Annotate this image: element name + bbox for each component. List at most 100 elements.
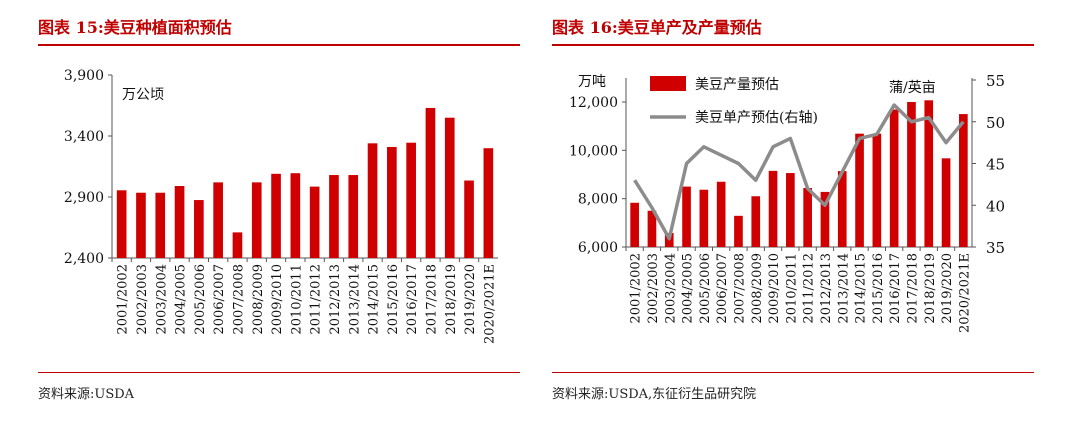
x-tick-label: 2015/2016	[871, 253, 886, 324]
x-tick-label: 2008/2009	[251, 264, 266, 335]
bar	[290, 173, 301, 258]
bar	[425, 107, 436, 258]
bar	[309, 186, 320, 258]
y-tick-label: 2,900	[64, 190, 104, 206]
production-bar	[768, 170, 778, 247]
x-tick-label: 2002/2003	[135, 264, 150, 335]
x-tick-label: 2006/2007	[715, 253, 730, 324]
production-bar	[889, 109, 899, 247]
x-tick-label: 2003/2004	[154, 264, 169, 335]
unit-label: 万公顷	[122, 87, 164, 103]
x-tick-label: 2009/2010	[767, 253, 782, 324]
production-bar	[872, 133, 882, 247]
production-bar	[699, 189, 709, 247]
bar	[174, 186, 185, 258]
title-rule	[552, 44, 1034, 46]
x-tick-label: 2003/2004	[663, 253, 678, 324]
figure-title: 图表 16:美豆单产及产量预估	[552, 18, 762, 37]
source-note: 资料来源:USDA,东征衍生品研究院	[552, 387, 757, 402]
figure-title: 图表 15:美豆种植面积预估	[38, 18, 232, 37]
production-bar	[924, 100, 934, 247]
source-note: 资料来源:USDA	[38, 387, 135, 402]
production-bar	[716, 181, 726, 247]
right-y-tick-label: 40	[986, 197, 1005, 215]
x-tick-label: 2007/2008	[732, 253, 747, 324]
y-tick-label: 2,400	[64, 251, 104, 267]
bar	[444, 117, 455, 258]
production-bar	[630, 202, 639, 247]
x-tick-label: 2012/2013	[819, 253, 834, 324]
production-bar	[751, 196, 761, 247]
production-bar	[647, 210, 657, 247]
x-tick-label: 2010/2011	[784, 253, 799, 324]
production-bar	[855, 133, 864, 247]
x-tick-label: 2019/2020	[940, 253, 955, 324]
right-y-tick-label: 35	[986, 239, 1005, 257]
x-tick-label: 2001/2002	[116, 264, 131, 335]
planted-area-bar-chart: 2,400 2,900 3,400 3,900 万公顷 2001/2002 2002/200…	[64, 68, 498, 344]
x-tick-label: 2017/2018	[424, 264, 439, 335]
x-tick-label: 2005/2006	[698, 253, 713, 324]
x-tick-label: 2004/2005	[174, 264, 189, 335]
x-tick-label: 2016/2017	[888, 253, 903, 324]
production-bar	[734, 215, 743, 247]
production-bar	[803, 188, 812, 247]
bar	[483, 148, 494, 258]
production-bar	[959, 114, 968, 247]
x-tick-label: 2018/2019	[444, 264, 459, 335]
bar	[251, 182, 262, 258]
right-y-tick-label: 50	[986, 114, 1005, 132]
x-tick-label: 2006/2007	[212, 264, 227, 335]
bar	[232, 232, 243, 258]
left-y-tick-label: 10,000	[569, 143, 618, 159]
production-bar	[682, 186, 691, 247]
bar	[116, 190, 127, 258]
bar	[387, 146, 397, 258]
bar	[329, 175, 339, 258]
bar	[213, 182, 223, 258]
x-tick-label: 2014/2015	[854, 253, 869, 324]
x-tick-label: 2016/2017	[405, 264, 420, 335]
x-tick-label: 2010/2011	[289, 264, 304, 335]
x-tick-label: 2011/2012	[309, 264, 324, 335]
x-tick-label: 2012/2013	[328, 264, 343, 335]
bar	[406, 142, 416, 258]
right-unit-label: 蒲/英亩	[889, 79, 936, 96]
x-tick-label: 2005/2006	[193, 264, 208, 335]
legend-label-production: 美豆产量预估	[695, 77, 779, 93]
x-tick-label: 2020/2021E	[957, 253, 972, 333]
legend-swatch-production	[650, 76, 686, 91]
production-bar	[820, 191, 830, 247]
chart-panel-production: 图表 16:美豆单产及产量预估 6,000 8,000 10,000 12,000 35…	[540, 0, 1070, 432]
x-tick-label: 2017/2018	[905, 253, 920, 324]
x-tick-label: 2018/2019	[923, 253, 938, 324]
bar	[271, 173, 281, 258]
bar	[194, 200, 204, 258]
x-tick-label: 2008/2009	[750, 253, 765, 324]
legend-label-yield: 美豆单产预估(右轴)	[695, 110, 818, 126]
left-unit-label: 万吨	[578, 74, 606, 90]
chart-panel-area: 图表 15:美豆种植面积预估 2,400 2,900 3,400 3,900 万公顷 20…	[0, 0, 530, 432]
x-tick-label: 2011/2012	[802, 253, 817, 324]
x-tick-label: 2013/2014	[836, 253, 851, 324]
left-y-tick-label: 8,000	[578, 192, 618, 208]
x-tick-label: 2004/2005	[681, 253, 696, 324]
right-y-tick-label: 45	[986, 156, 1005, 174]
y-tick-label: 3,900	[64, 68, 104, 84]
yield-line	[633, 103, 965, 241]
x-tick-label: 2015/2016	[386, 264, 401, 335]
production-bar	[907, 102, 916, 247]
y-tick-label: 3,400	[64, 129, 104, 145]
x-tick-label: 2020/2021E	[482, 264, 497, 344]
production-bar	[786, 173, 795, 247]
left-y-tick-label: 6,000	[578, 240, 618, 256]
x-tick-label: 2013/2014	[347, 264, 362, 335]
bar	[464, 180, 474, 258]
bar	[348, 175, 359, 258]
footer-rule	[38, 372, 520, 373]
x-tick-label: 2001/2002	[629, 253, 644, 324]
x-tick-label: 2019/2020	[463, 264, 478, 335]
title-rule	[38, 44, 520, 46]
left-y-tick-label: 12,000	[569, 95, 618, 111]
x-tick-label: 2009/2010	[270, 264, 285, 335]
